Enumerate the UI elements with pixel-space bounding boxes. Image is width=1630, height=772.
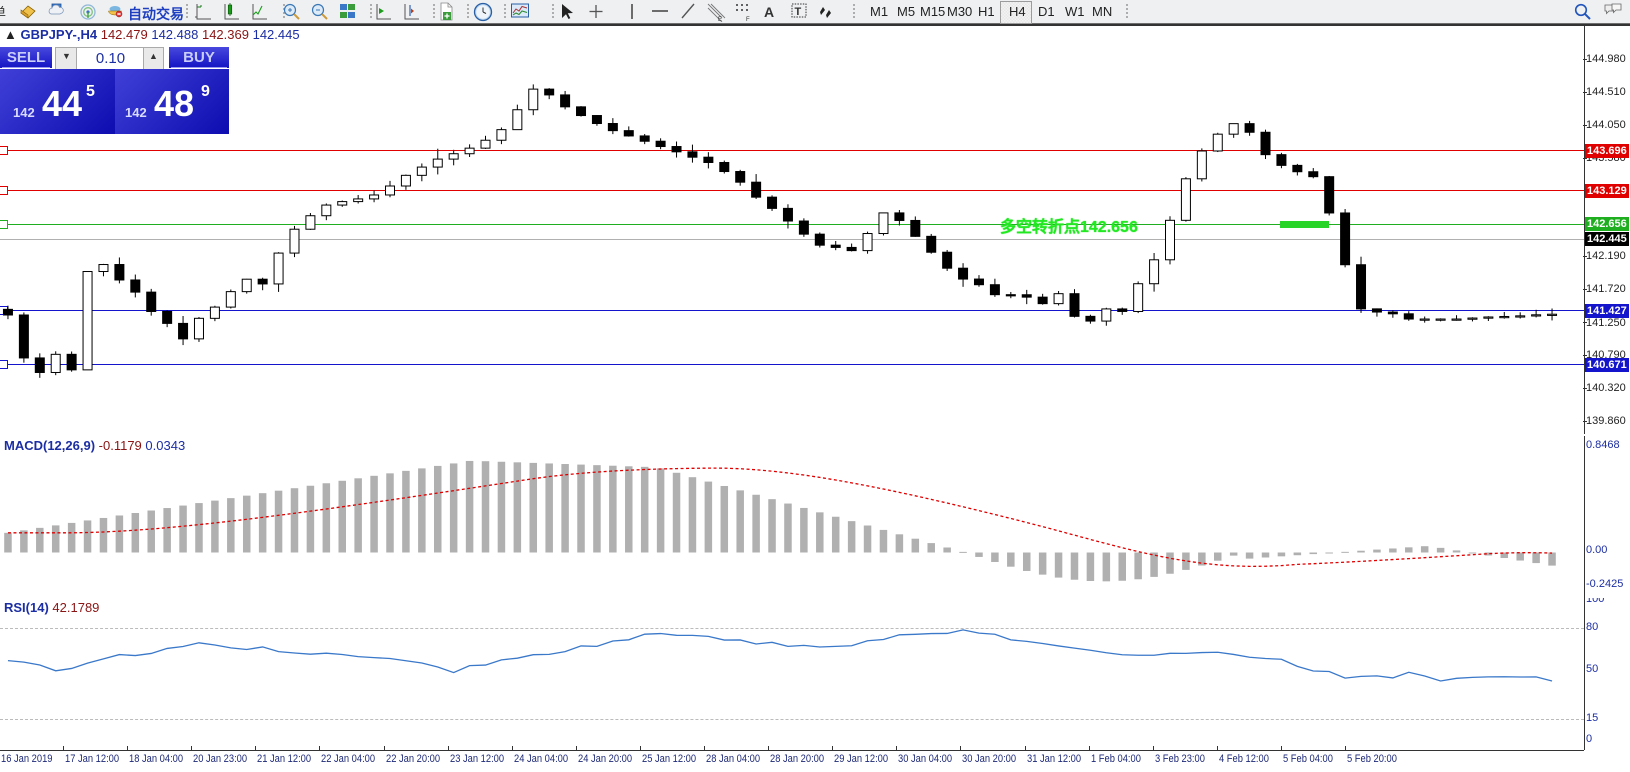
svg-text:A: A: [764, 4, 774, 20]
svg-text:T: T: [795, 6, 802, 18]
svg-text:F: F: [746, 17, 750, 22]
svg-text:E: E: [718, 17, 722, 22]
svg-text:单: 单: [0, 5, 6, 20]
